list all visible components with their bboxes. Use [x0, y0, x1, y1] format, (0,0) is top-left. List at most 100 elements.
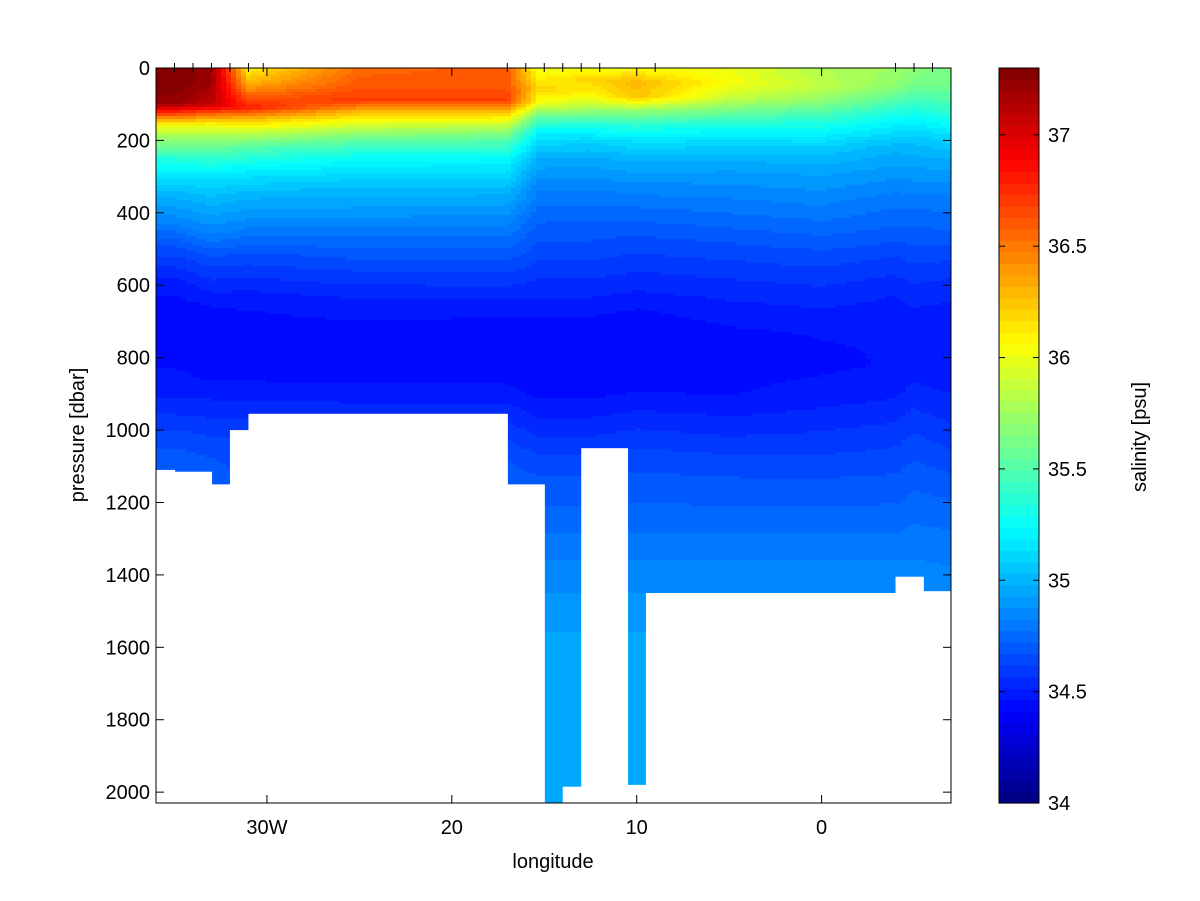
- salinity-cell: [716, 395, 722, 417]
- salinity-cell: [261, 218, 267, 228]
- salinity-cell: [221, 173, 227, 180]
- salinity-cell: [426, 197, 432, 207]
- salinity-cell: [306, 236, 312, 246]
- salinity-cell: [366, 125, 372, 129]
- salinity-cell: [421, 149, 427, 153]
- salinity-cell: [566, 158, 572, 168]
- salinity-cell: [586, 149, 592, 159]
- salinity-cell: [316, 110, 322, 114]
- salinity-cell: [681, 113, 687, 117]
- salinity-cell: [176, 233, 182, 240]
- salinity-cell: [561, 158, 567, 168]
- salinity-cell: [576, 101, 582, 105]
- salinity-cell: [166, 431, 172, 450]
- salinity-cell: [611, 161, 617, 171]
- salinity-cell: [246, 110, 252, 114]
- salinity-cell: [651, 194, 657, 210]
- salinity-cell: [201, 248, 207, 255]
- salinity-cell: [156, 185, 162, 192]
- salinity-cell: [276, 158, 282, 162]
- salinity-cell: [251, 158, 257, 165]
- salinity-cell: [556, 419, 562, 438]
- salinity-cell: [586, 242, 592, 261]
- salinity-cell: [516, 140, 522, 144]
- salinity-cell: [686, 275, 692, 297]
- salinity-cell: [316, 119, 322, 123]
- salinity-cell: [211, 155, 217, 159]
- salinity-cell: [211, 257, 217, 267]
- salinity-cell: [501, 272, 507, 288]
- salinity-cell: [226, 221, 232, 234]
- salinity-cell: [551, 299, 557, 318]
- salinity-cell: [221, 164, 227, 171]
- salinity-cell: [201, 188, 207, 195]
- salinity-cell: [551, 167, 557, 180]
- salinity-cell: [381, 68, 387, 75]
- salinity-cell: [236, 200, 242, 213]
- salinity-cell: [296, 86, 302, 90]
- salinity-cell: [381, 74, 387, 90]
- salinity-cell: [491, 119, 497, 123]
- salinity-cell: [346, 92, 352, 99]
- salinity-cell: [206, 140, 212, 144]
- salinity-cell: [491, 287, 497, 300]
- salinity-cell: [511, 137, 517, 141]
- salinity-cell: [346, 383, 352, 405]
- salinity-cell: [441, 188, 447, 198]
- salinity-cell: [281, 152, 287, 159]
- salinity-cell: [566, 95, 572, 99]
- salinity-cell: [681, 392, 687, 414]
- salinity-cell: [506, 71, 512, 93]
- salinity-cell: [511, 245, 517, 258]
- salinity-cell: [391, 140, 397, 144]
- salinity-cell: [526, 134, 532, 138]
- salinity-cell: [201, 158, 207, 162]
- salinity-cell: [301, 155, 307, 162]
- salinity-cell: [386, 143, 392, 147]
- salinity-cell: [501, 287, 507, 300]
- salinity-cell: [161, 146, 167, 150]
- salinity-cell: [711, 533, 717, 561]
- salinity-cell: [226, 152, 232, 156]
- salinity-cell: [171, 191, 177, 198]
- salinity-cell: [416, 104, 422, 108]
- salinity-cell: [206, 380, 212, 399]
- salinity-cell: [371, 119, 377, 123]
- salinity-cell: [356, 206, 362, 219]
- salinity-cell: [411, 131, 417, 135]
- salinity-cell: [161, 239, 167, 246]
- salinity-cell: [161, 368, 167, 399]
- salinity-cell: [381, 98, 387, 102]
- salinity-cell: [161, 122, 167, 126]
- salinity-cell: [391, 155, 397, 162]
- salinity-cell: [281, 383, 287, 402]
- salinity-cell: [276, 71, 282, 78]
- salinity-cell: [591, 140, 597, 144]
- salinity-cell: [336, 227, 342, 237]
- salinity-cell: [261, 110, 267, 114]
- salinity-cell: [376, 155, 382, 162]
- salinity-cell: [421, 140, 427, 144]
- salinity-cell: [321, 152, 327, 156]
- salinity-cell: [671, 161, 677, 174]
- salinity-cell: [641, 392, 647, 411]
- salinity-cell: [201, 89, 207, 99]
- salinity-cell: [631, 113, 637, 117]
- salinity-cell: [431, 179, 437, 189]
- salinity-cell: [411, 113, 417, 117]
- salinity-cell: [701, 242, 707, 258]
- salinity-cell: [661, 113, 667, 117]
- salinity-cell: [421, 110, 427, 114]
- salinity-cell: [296, 68, 302, 72]
- salinity-cell: [291, 89, 297, 93]
- salinity-cell: [411, 122, 417, 126]
- salinity-cell: [401, 248, 407, 261]
- salinity-cell: [591, 239, 597, 261]
- salinity-cell: [256, 101, 262, 105]
- salinity-cell: [406, 101, 412, 105]
- salinity-cell: [706, 533, 712, 561]
- salinity-cell: [231, 89, 237, 96]
- salinity-cell: [276, 146, 282, 150]
- salinity-cell: [721, 170, 727, 186]
- salinity-cell: [246, 92, 252, 96]
